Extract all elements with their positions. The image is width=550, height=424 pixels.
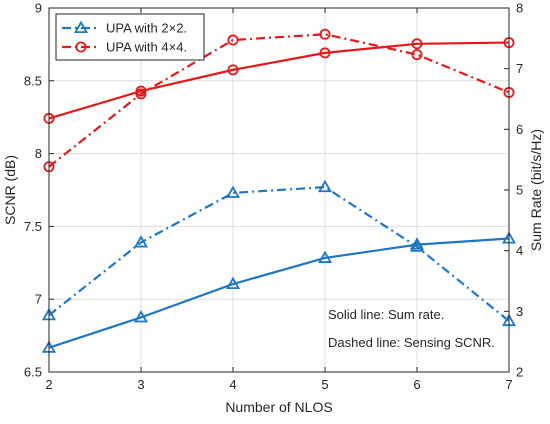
- annotation-solid-line: Solid line: Sum rate.: [328, 307, 444, 322]
- right-axis-label: Sum Rate (bit/s/Hz): [528, 129, 544, 251]
- data-point-2x2-solid: [225, 276, 241, 290]
- series-4x4-dashdot: [43, 28, 515, 173]
- legend-marker: [75, 41, 87, 53]
- x-tick-label: 4: [229, 377, 236, 392]
- annotation-dashed-line: Dashed line: Sensing SCNR.: [328, 335, 495, 350]
- right-tick-label: 2: [516, 365, 523, 380]
- legend-label: UPA with 4×4.: [106, 40, 187, 55]
- data-point-4x4-solid: [411, 38, 423, 50]
- left-tick-label: 6.5: [24, 365, 42, 380]
- data-point-2x2-dashdot: [317, 179, 333, 193]
- data-point-4x4-dashdot: [411, 49, 423, 61]
- series-line-2x2-dashdot: [48, 185, 510, 322]
- data-point-2x2-dashdot: [133, 235, 149, 248]
- data-point-4x4-dashdot: [135, 88, 147, 100]
- data-point-4x4-dashdot: [227, 34, 239, 46]
- left-tick-label: 8: [35, 146, 42, 161]
- legend-entries: UPA with 2×2. UPA with 4×4.: [62, 21, 187, 55]
- left-tick-label: 9: [35, 1, 42, 16]
- legend-entry: UPA with 2×2.: [62, 21, 187, 36]
- series-line-2x2-solid: [48, 237, 510, 349]
- right-tick-label: 4: [516, 243, 523, 258]
- x-tick-label: 7: [505, 377, 512, 392]
- legend-label: UPA with 2×2.: [106, 21, 187, 36]
- right-tick-label: 8: [516, 1, 523, 16]
- x-tick-label: 6: [413, 377, 420, 392]
- data-point-4x4-solid: [319, 47, 331, 59]
- left-tick-label: 8.5: [24, 73, 42, 88]
- legend-entry: UPA with 4×4.: [62, 40, 187, 55]
- right-tick-label: 6: [516, 122, 523, 137]
- grid-layer: [49, 8, 509, 372]
- data-point-2x2-dashdot: [225, 185, 241, 198]
- x-tick-label: 5: [321, 377, 328, 392]
- left-tick-label: 7.5: [24, 219, 42, 234]
- left-axis-label: SCNR (dB): [2, 155, 18, 225]
- data-point-4x4-dashdot: [319, 28, 331, 40]
- x-tick-label: 2: [45, 377, 52, 392]
- x-tick-label: 3: [137, 377, 144, 392]
- series-line-4x4-solid: [48, 41, 510, 120]
- tick-layer: 2 3 4 5 6 7 6.5 7 7.5 8 8.5 9 2 3 4 5 6 7 8: [24, 1, 523, 393]
- data-point-4x4-solid: [227, 64, 239, 76]
- legend-marker: [73, 20, 89, 34]
- legend: UPA with 2×2. UPA with 4×4.: [55, 13, 205, 61]
- data-point-2x2-dashdot: [409, 239, 425, 252]
- left-tick-label: 7: [35, 292, 42, 307]
- x-axis-label: Number of NLOS: [225, 399, 332, 415]
- right-tick-label: 5: [516, 183, 523, 198]
- series-line-4x4-dashdot: [48, 33, 510, 168]
- right-tick-label: 7: [516, 61, 523, 76]
- data-point-2x2-solid: [133, 310, 149, 323]
- data-point-2x2-solid: [317, 250, 333, 263]
- right-tick-label: 3: [516, 304, 523, 319]
